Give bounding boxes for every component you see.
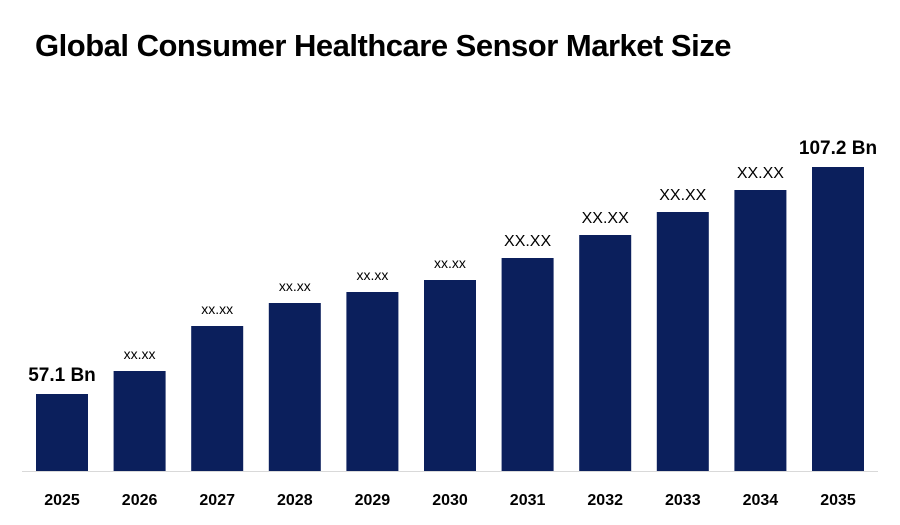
bar-2034 [734, 190, 787, 471]
x-tick-2033: 2033 [665, 492, 701, 509]
x-tick-2031: 2031 [510, 492, 546, 509]
bar-2032 [579, 235, 632, 471]
bar-2026 [113, 371, 166, 471]
data-label-2035: 107.2 Bn [799, 138, 877, 159]
bar-2025 [36, 394, 88, 471]
x-tick-2032: 2032 [587, 492, 623, 509]
x-tick-2025: 2025 [44, 492, 80, 509]
data-label-2027: xx.xx [201, 301, 233, 317]
bar-2035 [812, 167, 864, 471]
x-tick-2030: 2030 [432, 492, 468, 509]
chart-title: Global Consumer Healthcare Sensor Market… [35, 28, 731, 63]
x-tick-2027: 2027 [199, 492, 235, 509]
x-tick-2034: 2034 [743, 492, 779, 509]
data-label-2030: xx.xx [434, 255, 466, 271]
data-label-2028: xx.xx [279, 278, 311, 294]
x-tick-2026: 2026 [122, 492, 158, 509]
bar-2028 [268, 303, 321, 471]
data-label-2034: XX.XX [737, 165, 784, 182]
data-label-2032: XX.XX [582, 210, 629, 227]
x-tick-labels-group: 2025 2026 2027 2028 2029 2030 2031 2032 2033 2034… [44, 492, 856, 509]
data-label-2025: 57.1 Bn [28, 365, 96, 386]
bars-group [36, 167, 864, 471]
bar-2033 [656, 212, 709, 471]
bar-2029 [346, 292, 399, 471]
bar-2031 [501, 258, 554, 471]
x-tick-2029: 2029 [355, 492, 391, 509]
x-tick-2035: 2035 [820, 492, 856, 509]
data-label-2029: xx.xx [356, 267, 388, 283]
data-labels-group: 57.1 Bn xx.xx xx.xx xx.xx xx.xx xx.xx XX.XX XX.… [28, 138, 877, 386]
bar-2030 [424, 280, 476, 471]
x-tick-2028: 2028 [277, 492, 313, 509]
data-label-2031: XX.XX [504, 233, 551, 250]
data-label-2026: xx.xx [124, 346, 156, 362]
data-label-2033: XX.XX [659, 187, 706, 204]
bar-2027 [191, 326, 244, 471]
